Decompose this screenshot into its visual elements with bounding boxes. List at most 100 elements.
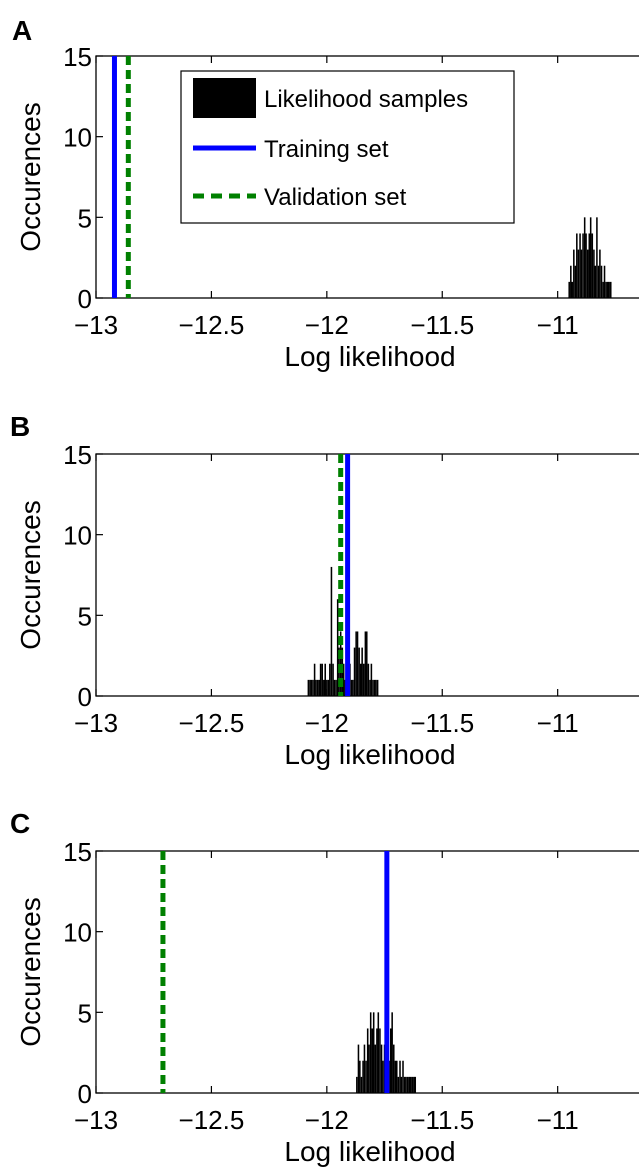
x-tick-label: −11 [537, 310, 579, 340]
histogram-bar [323, 679, 325, 696]
histogram-bar [580, 249, 583, 298]
x-tick-label: −13 [74, 708, 118, 738]
histogram-bar [409, 1076, 412, 1093]
histogram-bar [368, 1044, 370, 1093]
histogram-bar [582, 233, 584, 298]
histogram-bar [369, 679, 371, 696]
histogram-bar [400, 1076, 403, 1093]
panel-b: B −13 −12.5 −12 −11.5 −11 0 5 10 15 Log likelihood… [10, 411, 639, 770]
y-tick-label: 0 [78, 682, 92, 712]
histogram-bar [313, 663, 316, 696]
histogram-bar [372, 1012, 375, 1093]
legend-label: Validation set [264, 184, 407, 211]
x-tick-label: −11.5 [410, 1105, 474, 1135]
histogram-bar [376, 679, 379, 696]
histogram-bar [315, 679, 317, 696]
histogram-bar [583, 217, 586, 298]
histogram-bar [342, 663, 345, 696]
histogram-bar [399, 1060, 401, 1093]
histogram-bar [571, 281, 573, 298]
histogram-bar [594, 265, 597, 298]
histogram-bar [403, 1076, 406, 1093]
x-tick-label: −11.5 [410, 310, 474, 340]
histogram-bar [367, 663, 370, 696]
y-tick-label: 5 [78, 203, 92, 233]
histogram-bar [574, 265, 577, 298]
histogram-bar [321, 663, 323, 696]
x-tick-label: −12 [305, 310, 349, 340]
histogram-bar [369, 1012, 372, 1093]
x-tick-label: −11 [537, 708, 579, 738]
histogram-bar [360, 1076, 363, 1093]
histogram-bar [357, 1044, 360, 1093]
histogram-bar [326, 679, 328, 696]
histogram-bar [599, 249, 601, 298]
y-tick-label: 10 [63, 123, 92, 153]
histogram-bar [324, 663, 326, 696]
histogram-bar [609, 281, 612, 298]
histogram-bar [362, 1060, 364, 1093]
histogram-bar [596, 217, 598, 298]
histogram-bar [339, 631, 342, 696]
x-axis-label: Log likelihood [284, 739, 455, 770]
x-tick-label: −12.5 [179, 1105, 245, 1135]
histogram-bar [370, 663, 373, 696]
histogram-bar [335, 679, 337, 696]
histogram-bar [414, 1076, 417, 1093]
panel-letter: C [10, 808, 30, 839]
histogram-bar [605, 281, 607, 298]
histogram-bar [600, 265, 603, 298]
histogram-bar [374, 1044, 377, 1093]
histogram-bar [365, 1060, 367, 1093]
histogram-bar [397, 1076, 400, 1093]
histogram-bar [310, 679, 313, 696]
histogram-bar [568, 281, 570, 298]
x-tick-label: −12 [305, 1105, 349, 1135]
x-tick-label: −13 [74, 310, 118, 340]
histogram-bar [382, 1060, 384, 1093]
y-tick-label: 5 [78, 601, 92, 631]
x-tick-label: −12.5 [179, 708, 245, 738]
histogram-bar [597, 265, 600, 298]
histogram-bar [380, 1044, 383, 1093]
histogram-bar [371, 1028, 374, 1093]
histogram-bar [411, 1076, 414, 1093]
legend-label: Likelihood samples [264, 86, 468, 113]
histogram-bar [602, 281, 604, 298]
histogram-bar [336, 599, 339, 696]
histogram-bar [579, 233, 581, 298]
histogram-bar [358, 647, 360, 696]
histogram-bar [327, 679, 330, 696]
x-tick-label: −12 [305, 708, 349, 738]
histogram-bar [603, 265, 606, 298]
x-tick-label: −13 [74, 1105, 118, 1135]
histogram-bar [319, 663, 322, 696]
histogram-bar [353, 647, 356, 696]
histogram-bar [413, 1076, 415, 1093]
histogram-bar [585, 233, 587, 298]
histogram-bar [363, 1044, 366, 1093]
histogram-bar [576, 233, 578, 298]
y-axis-label: Occurences [15, 897, 46, 1046]
histogram-bar [390, 1028, 392, 1093]
panel-letter: B [10, 411, 30, 442]
y-tick-label: 10 [63, 918, 92, 948]
y-tick-label: 5 [78, 998, 92, 1028]
histogram-bar [573, 249, 575, 298]
x-axis-label: Log likelihood [284, 341, 455, 372]
legend-swatch-bar [193, 78, 256, 118]
x-tick-label: −11 [537, 1105, 579, 1135]
histogram-bar [376, 1028, 378, 1093]
y-tick-label: 0 [78, 284, 92, 314]
histogram-bar [359, 1060, 361, 1093]
histogram-bar [361, 647, 363, 696]
y-axis-label: Occurences [15, 500, 46, 649]
histogram-bar [318, 679, 320, 696]
legend: Likelihood samples Training set Validation… [180, 70, 515, 224]
histogram-bar [586, 249, 589, 298]
histogram-bar [352, 679, 354, 696]
histogram-bar [593, 249, 595, 298]
x-tick-label: −11.5 [410, 708, 474, 738]
histogram-bar [588, 233, 591, 298]
